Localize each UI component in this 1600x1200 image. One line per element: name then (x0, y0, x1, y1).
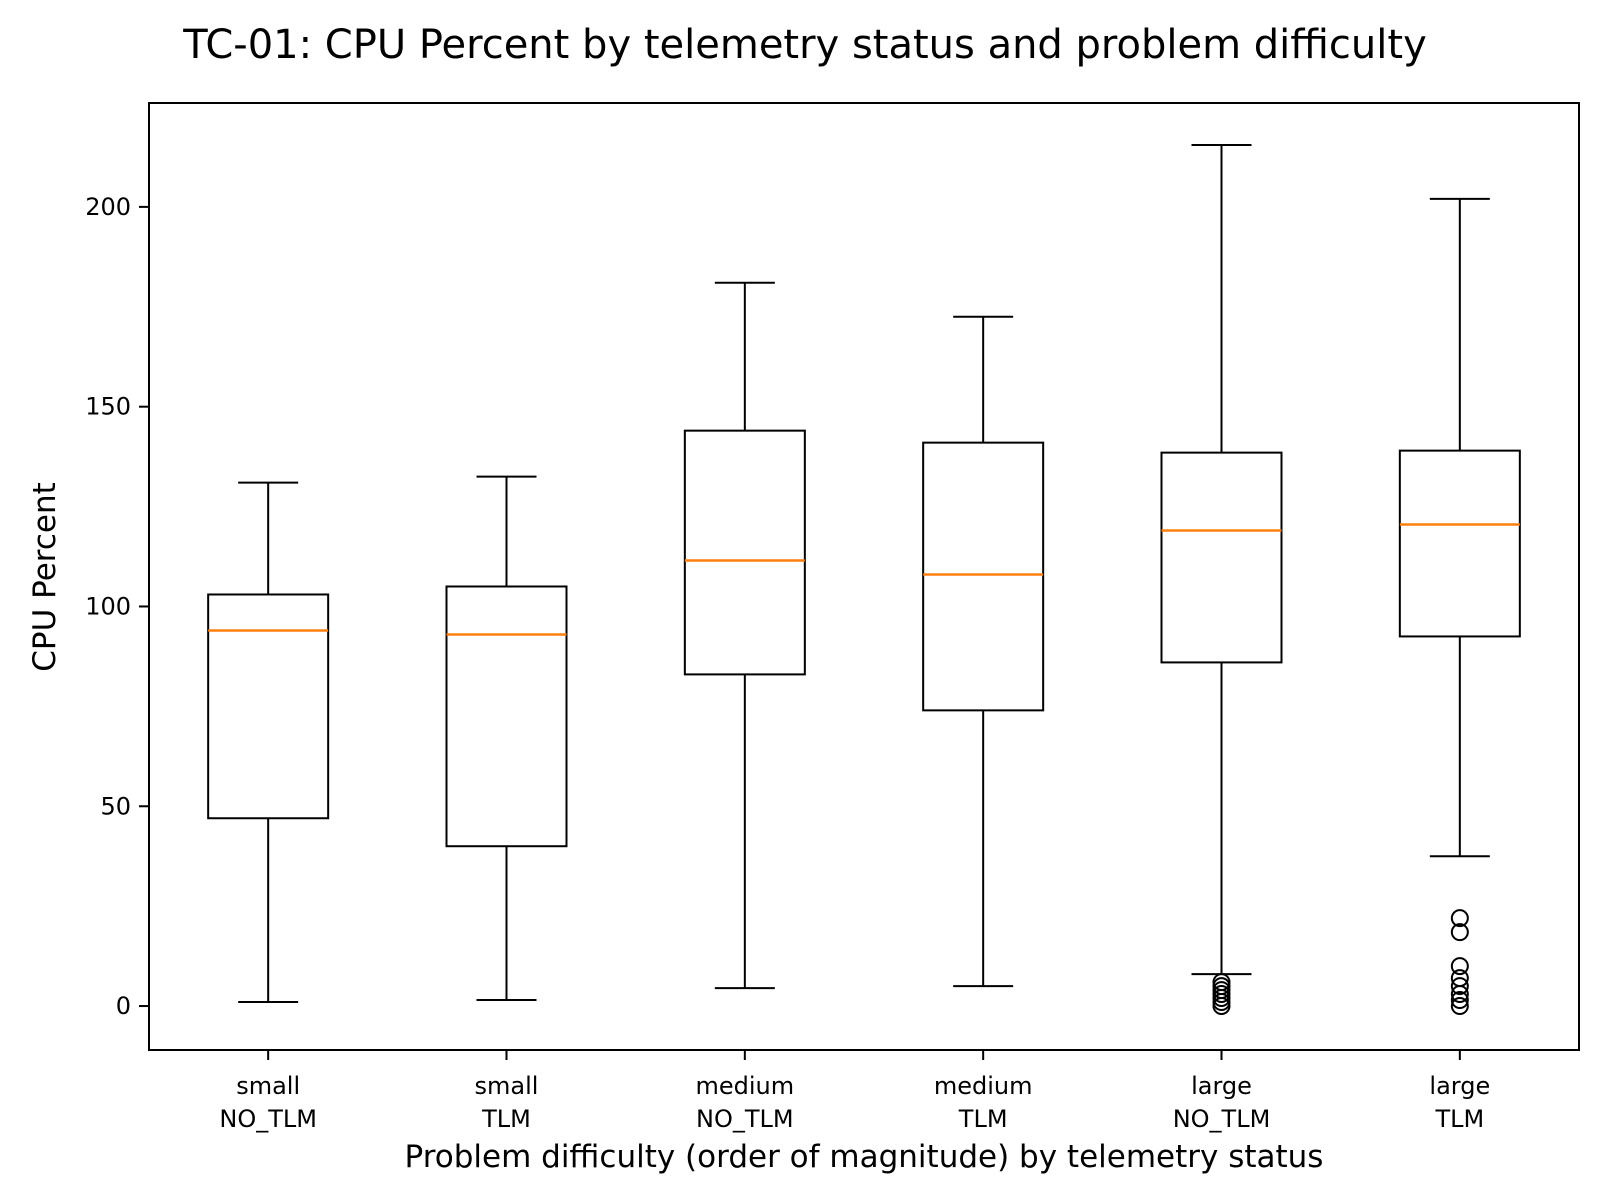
box-group (1398, 197, 1521, 1016)
y-tick-label: 0 (116, 992, 131, 1020)
y-tick-label: 150 (85, 393, 131, 421)
x-tick-label-line: large (1429, 1072, 1490, 1100)
box-series (207, 143, 1521, 1016)
x-axis: small NO_TLM small TLM medium NO_TLM medium TLM… (219, 1050, 1490, 1133)
outlier-point (1450, 969, 1469, 988)
x-tick-label: small TLM (475, 1072, 539, 1133)
box-group (445, 475, 568, 1002)
y-axis: 0 50 100 150 200 (85, 193, 149, 1020)
outlier-point (1450, 997, 1469, 1016)
x-tick-label-line: NO_TLM (696, 1105, 794, 1133)
iqr-box (445, 585, 568, 848)
x-tick-label: small NO_TLM (219, 1072, 317, 1133)
box-group (1160, 143, 1283, 1016)
y-tick-label: 200 (85, 193, 131, 221)
x-tick-label-line: large (1191, 1072, 1252, 1100)
x-tick-label-line: TLM (481, 1105, 531, 1133)
box-group (207, 481, 330, 1004)
x-tick-label-line: small (236, 1072, 300, 1100)
x-tick-label-line: NO_TLM (1173, 1105, 1271, 1133)
outlier-point (1450, 991, 1469, 1010)
y-tick-label: 50 (100, 792, 131, 820)
box-group (922, 315, 1045, 988)
box-group (683, 281, 806, 990)
x-tick-label: medium TLM (934, 1072, 1033, 1133)
iqr-box (683, 429, 806, 676)
iqr-box (207, 593, 330, 820)
iqr-box (922, 441, 1045, 712)
outlier-point (1450, 977, 1469, 996)
iqr-box (1160, 451, 1283, 664)
x-tick-label-line: medium (696, 1072, 795, 1100)
y-axis-label: CPU Percent (27, 482, 63, 672)
outlier-point (1212, 973, 1231, 992)
outlier-point (1450, 957, 1469, 976)
x-tick-label-line: NO_TLM (219, 1105, 317, 1133)
x-tick-label-line: TLM (958, 1105, 1008, 1133)
iqr-box (1398, 449, 1521, 638)
chart-title: TC-01: CPU Percent by telemetry status a… (182, 22, 1427, 68)
y-tick-label: 100 (85, 592, 131, 620)
x-tick-label-line: small (475, 1072, 539, 1100)
x-axis-label: Problem difficulty (order of magnitude) … (405, 1139, 1324, 1175)
outlier-point (1450, 923, 1469, 942)
x-tick-label: large TLM (1429, 1072, 1490, 1133)
x-tick-label: medium NO_TLM (696, 1072, 795, 1133)
outlier-point (1450, 909, 1469, 928)
plot-area-frame (148, 102, 1580, 1051)
x-tick-label: large NO_TLM (1173, 1072, 1271, 1133)
x-tick-label-line: medium (934, 1072, 1033, 1100)
x-tick-label-line: TLM (1434, 1105, 1484, 1133)
